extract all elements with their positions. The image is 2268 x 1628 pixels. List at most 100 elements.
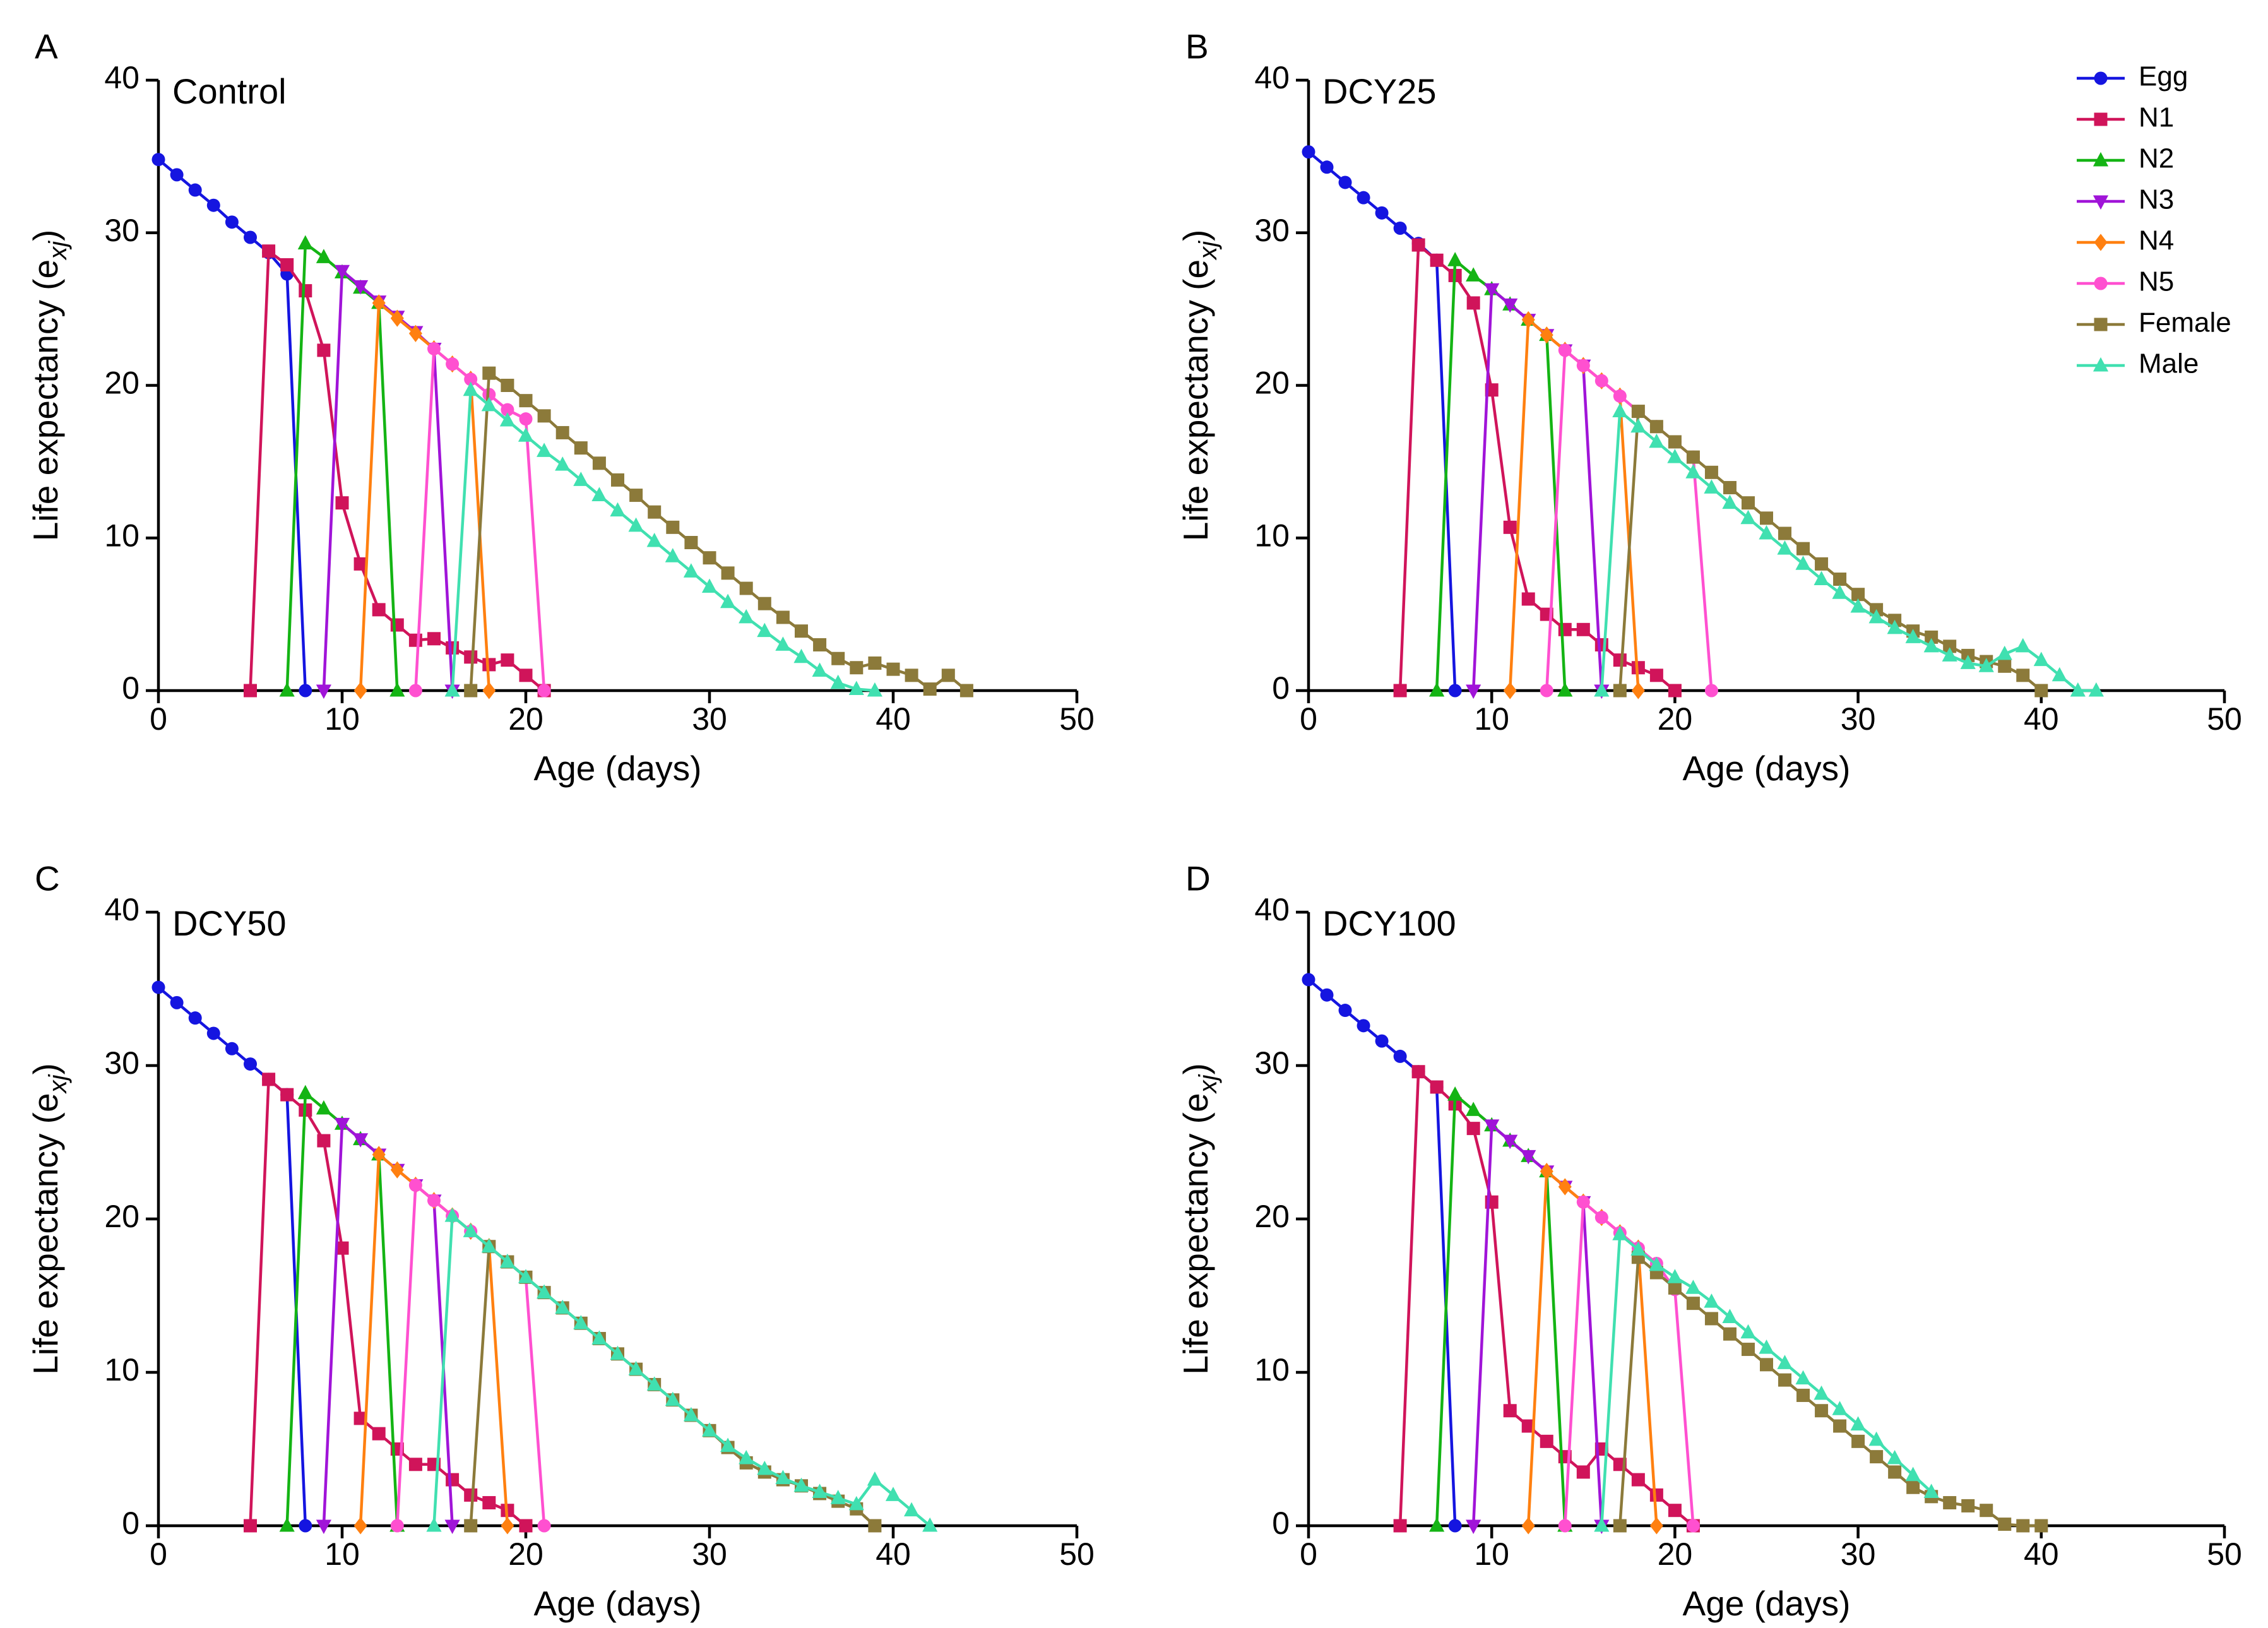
data-point bbox=[1833, 1419, 1847, 1433]
data-point bbox=[390, 1519, 404, 1533]
series-line bbox=[249, 1078, 527, 1527]
data-point bbox=[501, 1517, 514, 1535]
y-tick-label: 10 bbox=[104, 518, 140, 553]
series-male bbox=[426, 1208, 938, 1532]
data-point bbox=[1429, 1517, 1445, 1532]
data-point bbox=[868, 656, 882, 670]
y-tick-label: 30 bbox=[1254, 1045, 1290, 1081]
y-tick-label: 30 bbox=[104, 213, 140, 248]
data-point bbox=[444, 1519, 460, 1535]
data-point bbox=[1576, 1465, 1590, 1479]
data-point bbox=[1320, 988, 1334, 1002]
data-point bbox=[1594, 374, 1608, 388]
data-point bbox=[1540, 1434, 1553, 1448]
data-point bbox=[1850, 1416, 1866, 1431]
data-point bbox=[481, 396, 497, 412]
y-tick-label: 0 bbox=[122, 1506, 140, 1541]
y-tick-label: 20 bbox=[104, 1199, 140, 1234]
data-point bbox=[2034, 1519, 2048, 1533]
data-point bbox=[1302, 973, 1315, 987]
data-point bbox=[335, 496, 349, 510]
data-point bbox=[1612, 403, 1628, 418]
data-point bbox=[1594, 1517, 1610, 1532]
data-point bbox=[922, 1517, 938, 1532]
data-point bbox=[1521, 1517, 1535, 1535]
data-point bbox=[1557, 682, 1573, 697]
data-point bbox=[408, 1458, 422, 1471]
data-point bbox=[1851, 588, 1865, 602]
data-point bbox=[684, 536, 698, 550]
data-point bbox=[444, 682, 460, 697]
data-point bbox=[317, 343, 331, 357]
data-point bbox=[1558, 1519, 1572, 1533]
data-point bbox=[1832, 585, 1848, 599]
x-axis-title: Age (days) bbox=[1683, 1584, 1851, 1623]
x-tick-label: 40 bbox=[2024, 1536, 2059, 1572]
x-tick-label: 0 bbox=[1300, 1536, 1317, 1572]
data-point bbox=[519, 1519, 533, 1533]
legend-item: N1 bbox=[2077, 102, 2174, 133]
legend-marker bbox=[2093, 195, 2109, 210]
data-point bbox=[244, 684, 257, 698]
data-point bbox=[1760, 1358, 1773, 1372]
y-tick-label: 40 bbox=[104, 60, 140, 95]
data-point bbox=[481, 1238, 497, 1253]
data-point bbox=[941, 668, 955, 682]
data-point bbox=[628, 1361, 644, 1375]
data-point bbox=[775, 1470, 791, 1485]
data-point bbox=[482, 366, 496, 380]
data-point bbox=[1760, 511, 1773, 525]
data-point bbox=[573, 1315, 589, 1329]
series-n1 bbox=[244, 1072, 533, 1533]
x-tick-label: 20 bbox=[508, 701, 543, 737]
data-point bbox=[665, 548, 680, 562]
data-point bbox=[1484, 1119, 1500, 1134]
data-point bbox=[1887, 619, 1903, 634]
data-point bbox=[1686, 1297, 1700, 1310]
series-line bbox=[451, 388, 876, 692]
x-tick-label: 40 bbox=[2024, 701, 2059, 737]
data-point bbox=[316, 1519, 331, 1535]
data-point bbox=[1502, 1134, 1518, 1150]
x-tick-label: 40 bbox=[876, 701, 911, 737]
data-point bbox=[1613, 653, 1627, 667]
x-tick-label: 10 bbox=[324, 701, 360, 737]
series-n2 bbox=[279, 235, 405, 697]
data-point bbox=[482, 682, 496, 699]
data-point bbox=[499, 1253, 515, 1268]
data-point bbox=[1484, 283, 1500, 298]
data-point bbox=[1998, 1518, 2012, 1531]
data-point bbox=[2016, 668, 2030, 682]
data-point bbox=[665, 1391, 680, 1406]
data-point bbox=[831, 651, 845, 665]
series-line bbox=[1600, 410, 2096, 692]
legend-item: N3 bbox=[2077, 184, 2174, 215]
data-point bbox=[830, 674, 846, 689]
data-point bbox=[1888, 1465, 1902, 1479]
data-point bbox=[1759, 525, 1774, 540]
legend-item: N4 bbox=[2077, 225, 2174, 256]
data-point bbox=[427, 632, 441, 646]
data-point bbox=[262, 1072, 276, 1086]
data-point bbox=[299, 1519, 312, 1533]
data-point bbox=[683, 1406, 699, 1422]
series-n5 bbox=[408, 342, 551, 698]
x-axis-title: Age (days) bbox=[1683, 749, 1851, 788]
data-point bbox=[1722, 494, 1738, 509]
data-point bbox=[1998, 659, 2012, 673]
data-point bbox=[446, 1473, 460, 1487]
data-point bbox=[1466, 1102, 1481, 1116]
legend-item: N2 bbox=[2077, 143, 2174, 174]
x-tick-label: 30 bbox=[1841, 701, 1876, 737]
data-point bbox=[1905, 1466, 1921, 1482]
data-point bbox=[446, 357, 460, 371]
data-point bbox=[830, 1490, 846, 1504]
data-point bbox=[463, 381, 478, 396]
data-point bbox=[629, 489, 643, 502]
y-axis-title: Life expectancy (exj) bbox=[1176, 230, 1222, 542]
data-point bbox=[1723, 480, 1737, 494]
y-tick-label: 40 bbox=[104, 892, 140, 927]
legend-marker bbox=[2094, 112, 2108, 126]
data-point bbox=[1521, 592, 1535, 606]
data-point bbox=[335, 1241, 349, 1255]
